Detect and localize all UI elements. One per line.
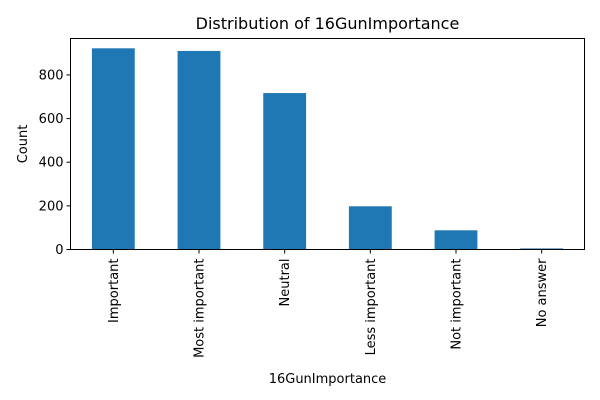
bar-less-important: [348, 206, 392, 250]
x-tick-label: Not important: [450, 259, 465, 350]
bars-group: [91, 48, 564, 250]
y-tick-label: 600: [39, 112, 64, 127]
x-tick-label: No answer: [535, 258, 550, 327]
x-tick-label: Less important: [364, 259, 379, 356]
x-tick-label: Neutral: [278, 259, 293, 307]
y-tick-label: 0: [55, 243, 63, 258]
bar-neutral: [263, 93, 307, 250]
y-tick-label: 200: [39, 199, 64, 214]
bar-most-important: [177, 50, 221, 250]
y-tick-label: 800: [39, 68, 64, 83]
x-tick-label: Most important: [193, 259, 208, 358]
plot-frame: [70, 38, 585, 250]
x-tick-label: Important: [107, 259, 122, 323]
bar-important: [91, 48, 135, 250]
x-axis-title: 16GunImportance: [269, 372, 387, 387]
chart-title: Distribution of 16GunImportance: [196, 14, 460, 33]
y-axis-title: Count: [16, 125, 31, 164]
bar-no-answer: [520, 248, 564, 250]
bar-not-important: [434, 230, 478, 250]
x-axis: Important Most important Neutral Less impor…: [107, 249, 550, 358]
y-tick-label: 400: [39, 156, 64, 171]
y-axis: 0 200 400 600 800: [39, 68, 71, 258]
